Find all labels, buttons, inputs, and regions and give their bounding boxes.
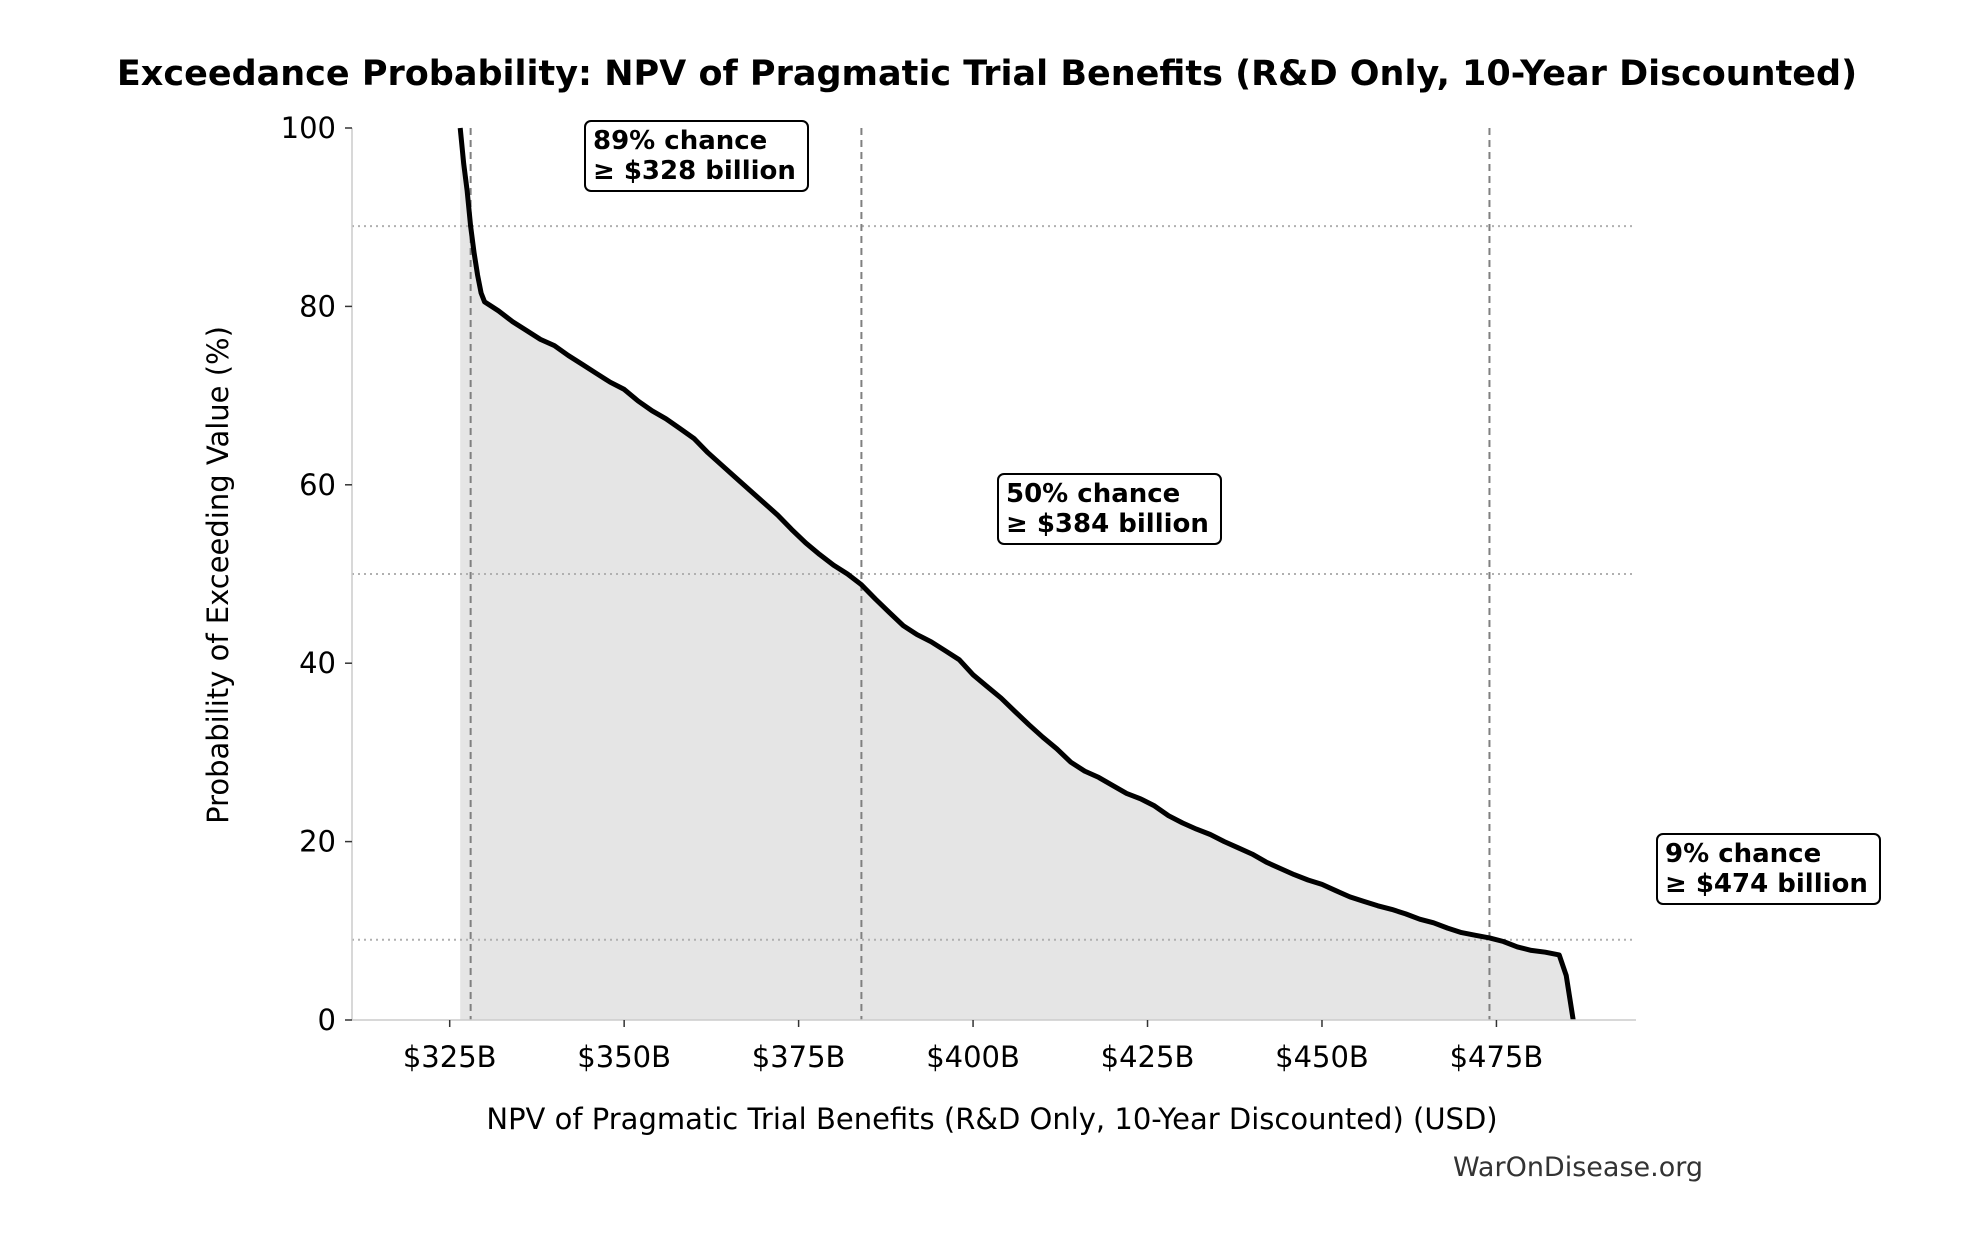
value-reference-lines bbox=[469, 128, 1491, 1020]
annotation-box: 89% chance≥ $328 billion bbox=[584, 120, 809, 192]
annotation-frame bbox=[1656, 833, 1881, 905]
x-tick-label: $450B bbox=[1275, 1040, 1369, 1074]
x-tick-label: $475B bbox=[1450, 1040, 1544, 1074]
exceedance-area bbox=[460, 128, 1574, 1020]
chart-title: Exceedance Probability: NPV of Pragmatic… bbox=[117, 54, 1857, 94]
annotation-line1: 50% chance bbox=[1006, 479, 1180, 509]
y-tick-label: 40 bbox=[299, 646, 336, 680]
annotation-frame bbox=[584, 120, 809, 192]
axes bbox=[351, 128, 1636, 1021]
y-tick-label: 0 bbox=[318, 1003, 336, 1037]
annotation-line1: 89% chance bbox=[593, 126, 767, 156]
y-axis-ticks: 0 20 40 60 80 100 bbox=[281, 111, 352, 1037]
y-tick-label: 80 bbox=[299, 289, 336, 323]
x-tick-label: $350B bbox=[577, 1040, 671, 1074]
annotation-box: 50% chance≥ $384 billion bbox=[997, 473, 1222, 545]
probability-reference-lines bbox=[352, 225, 1636, 941]
annotation-line2: ≥ $328 billion bbox=[593, 156, 796, 186]
y-axis-label: Probability of Exceeding Value (%) bbox=[201, 326, 235, 824]
annotations: 89% chance≥ $328 billion 50% chance≥ $384… bbox=[584, 120, 1881, 905]
exceedance-curve bbox=[457, 127, 1576, 1021]
y-tick-label: 60 bbox=[299, 468, 336, 502]
annotation-line2: ≥ $474 billion bbox=[1665, 869, 1868, 899]
y-tick-label: 100 bbox=[281, 111, 336, 145]
x-tick-label: $400B bbox=[926, 1040, 1020, 1074]
annotation-frame bbox=[997, 473, 1222, 545]
annotation-box: 9% chance≥ $474 billion bbox=[1656, 833, 1881, 905]
x-tick-label: $425B bbox=[1101, 1040, 1195, 1074]
x-axis-ticks: $325B $350B $375B $400B $425B $450B $475B bbox=[403, 1020, 1543, 1074]
y-tick-label: 20 bbox=[299, 825, 336, 859]
watermark: WarOnDisease.org bbox=[1453, 1152, 1703, 1183]
exceedance-fill bbox=[460, 128, 1574, 1020]
annotation-line1: 9% chance bbox=[1665, 839, 1821, 869]
x-tick-label: $375B bbox=[752, 1040, 846, 1074]
exceedance-line bbox=[457, 127, 1576, 1021]
x-tick-label: $325B bbox=[403, 1040, 497, 1074]
x-axis-label: NPV of Pragmatic Trial Benefits (R&D Onl… bbox=[486, 1102, 1497, 1136]
annotation-line2: ≥ $384 billion bbox=[1006, 509, 1209, 539]
